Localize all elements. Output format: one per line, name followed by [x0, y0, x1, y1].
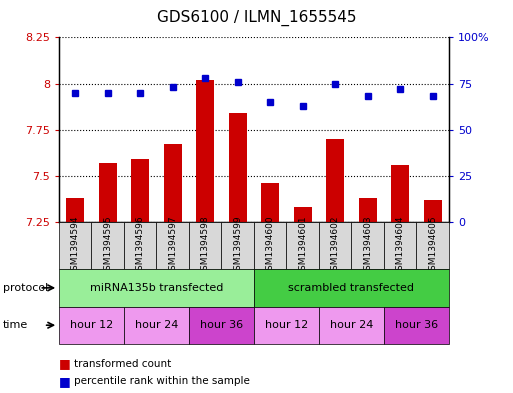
Text: ■: ■	[59, 375, 71, 388]
Bar	[66, 198, 84, 222]
Bar	[222, 222, 254, 269]
Text: percentile rank within the sample: percentile rank within the sample	[74, 376, 250, 386]
Bar	[99, 163, 116, 222]
Bar	[254, 307, 319, 344]
Bar	[319, 307, 384, 344]
Text: time: time	[3, 320, 28, 330]
Text: protocol: protocol	[3, 283, 48, 293]
Bar	[424, 200, 442, 222]
Text: scrambled transfected: scrambled transfected	[288, 283, 415, 293]
Bar	[189, 307, 254, 344]
Bar	[59, 307, 124, 344]
Text: GSM1394598: GSM1394598	[201, 215, 210, 276]
Text: hour 12: hour 12	[265, 320, 308, 330]
Bar	[359, 198, 377, 222]
Bar	[131, 159, 149, 222]
Text: GSM1394604: GSM1394604	[396, 215, 405, 276]
Bar	[391, 165, 409, 222]
Bar	[59, 222, 91, 269]
Bar	[319, 222, 351, 269]
Bar	[294, 207, 311, 222]
Bar	[229, 113, 247, 222]
Text: GSM1394594: GSM1394594	[71, 215, 80, 276]
Text: hour 12: hour 12	[70, 320, 113, 330]
Text: GSM1394601: GSM1394601	[298, 215, 307, 276]
Text: GSM1394599: GSM1394599	[233, 215, 242, 276]
Bar	[261, 183, 279, 222]
Text: hour 24: hour 24	[330, 320, 373, 330]
Bar	[326, 139, 344, 222]
Text: GSM1394605: GSM1394605	[428, 215, 437, 276]
Bar	[164, 145, 182, 222]
Bar	[124, 222, 156, 269]
Bar	[91, 222, 124, 269]
Bar	[254, 269, 449, 307]
Text: ■: ■	[59, 357, 71, 370]
Bar	[124, 307, 189, 344]
Text: GSM1394597: GSM1394597	[168, 215, 177, 276]
Text: GSM1394596: GSM1394596	[136, 215, 145, 276]
Bar	[254, 222, 286, 269]
Text: GSM1394600: GSM1394600	[266, 215, 274, 276]
Bar	[196, 80, 214, 222]
Bar	[417, 222, 449, 269]
Text: GSM1394595: GSM1394595	[103, 215, 112, 276]
Bar	[286, 222, 319, 269]
Text: hour 36: hour 36	[395, 320, 438, 330]
Bar	[384, 222, 417, 269]
Text: GSM1394603: GSM1394603	[363, 215, 372, 276]
Bar	[351, 222, 384, 269]
Bar	[156, 222, 189, 269]
Text: transformed count: transformed count	[74, 358, 172, 369]
Text: hour 24: hour 24	[135, 320, 178, 330]
Text: miRNA135b transfected: miRNA135b transfected	[90, 283, 223, 293]
Bar	[384, 307, 449, 344]
Text: hour 36: hour 36	[200, 320, 243, 330]
Text: GDS6100 / ILMN_1655545: GDS6100 / ILMN_1655545	[157, 9, 356, 26]
Text: GSM1394602: GSM1394602	[331, 215, 340, 276]
Bar	[59, 269, 254, 307]
Bar	[189, 222, 222, 269]
